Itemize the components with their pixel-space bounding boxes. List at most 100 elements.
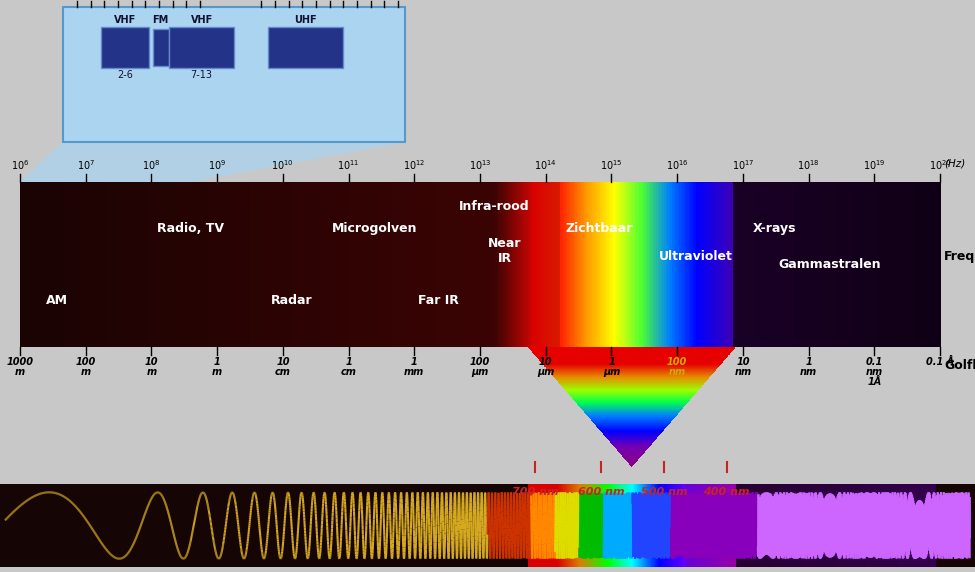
Bar [431, 182, 433, 347]
Bar [603, 484, 604, 567]
Bar [351, 182, 353, 347]
Text: 0.1: 0.1 [866, 357, 883, 367]
Bar [260, 182, 263, 347]
Bar [771, 182, 773, 347]
Bar [569, 182, 571, 347]
Bar [46, 182, 48, 347]
Bar [437, 182, 439, 347]
Bar [228, 182, 230, 347]
Bar [732, 484, 733, 567]
Bar [689, 484, 690, 567]
Text: Radio, TV: Radio, TV [157, 222, 223, 235]
Bar [589, 484, 590, 567]
Bar [203, 182, 205, 347]
Bar [734, 484, 735, 567]
Text: (Hz): (Hz) [944, 159, 965, 169]
Bar [910, 484, 913, 567]
Bar [772, 484, 774, 567]
Bar [601, 484, 602, 567]
Bar [698, 182, 700, 347]
Bar [167, 182, 170, 347]
Bar [618, 182, 620, 347]
Bar [854, 182, 856, 347]
Bar [575, 484, 577, 567]
Bar [727, 182, 729, 347]
Bar [621, 182, 623, 347]
Bar [678, 182, 680, 347]
Bar [560, 484, 561, 567]
Bar [703, 484, 704, 567]
Bar [774, 182, 776, 347]
Bar [631, 484, 632, 567]
Bar [733, 182, 735, 347]
Bar [679, 484, 681, 567]
Bar [747, 182, 749, 347]
Bar [193, 182, 195, 347]
Bar [31, 182, 33, 347]
Bar [179, 182, 181, 347]
Bar [482, 182, 484, 347]
Bar [54, 182, 56, 347]
Bar [914, 484, 916, 567]
Bar [152, 182, 154, 347]
Bar [701, 484, 702, 567]
Bar [790, 484, 793, 567]
Bar [641, 484, 642, 567]
Bar [160, 182, 162, 347]
Bar [465, 182, 467, 347]
Bar [175, 182, 176, 347]
Bar [722, 182, 724, 347]
Bar [794, 484, 797, 567]
Bar [369, 182, 370, 347]
Bar [591, 484, 592, 567]
Bar [742, 182, 744, 347]
Bar [626, 484, 628, 567]
Bar [683, 484, 685, 567]
Bar [756, 182, 758, 347]
Bar [115, 182, 117, 347]
Bar [325, 182, 328, 347]
Bar [169, 182, 171, 347]
Bar [382, 182, 384, 347]
Bar [838, 182, 840, 347]
Bar [896, 484, 898, 567]
Bar [616, 484, 618, 567]
Bar [92, 182, 95, 347]
Bar [673, 182, 676, 347]
Bar [892, 182, 894, 347]
Bar [302, 182, 304, 347]
Text: 7-13: 7-13 [190, 70, 213, 80]
Bar [730, 182, 732, 347]
Bar [587, 182, 589, 347]
Text: 1: 1 [608, 357, 615, 367]
Bar [696, 182, 698, 347]
Bar [921, 484, 924, 567]
Bar [327, 182, 329, 347]
Bar [85, 182, 87, 347]
Bar [448, 182, 449, 347]
Bar [612, 182, 614, 347]
Bar [412, 182, 414, 347]
Bar [595, 182, 597, 347]
Bar [937, 182, 939, 347]
Bar [184, 182, 186, 347]
Bar [164, 182, 166, 347]
Bar [493, 182, 496, 347]
Bar [810, 484, 812, 567]
Bar [907, 182, 909, 347]
Bar [886, 182, 888, 347]
Bar [434, 182, 436, 347]
Bar [547, 484, 548, 567]
Bar [559, 484, 560, 567]
Bar [782, 182, 784, 347]
Bar [522, 182, 524, 347]
Bar [654, 484, 655, 567]
Bar [892, 484, 894, 567]
Bar [865, 182, 867, 347]
Bar [86, 182, 88, 347]
Bar [668, 484, 669, 567]
Bar [648, 182, 650, 347]
Bar [824, 484, 826, 567]
Bar [910, 182, 912, 347]
Bar [97, 182, 98, 347]
